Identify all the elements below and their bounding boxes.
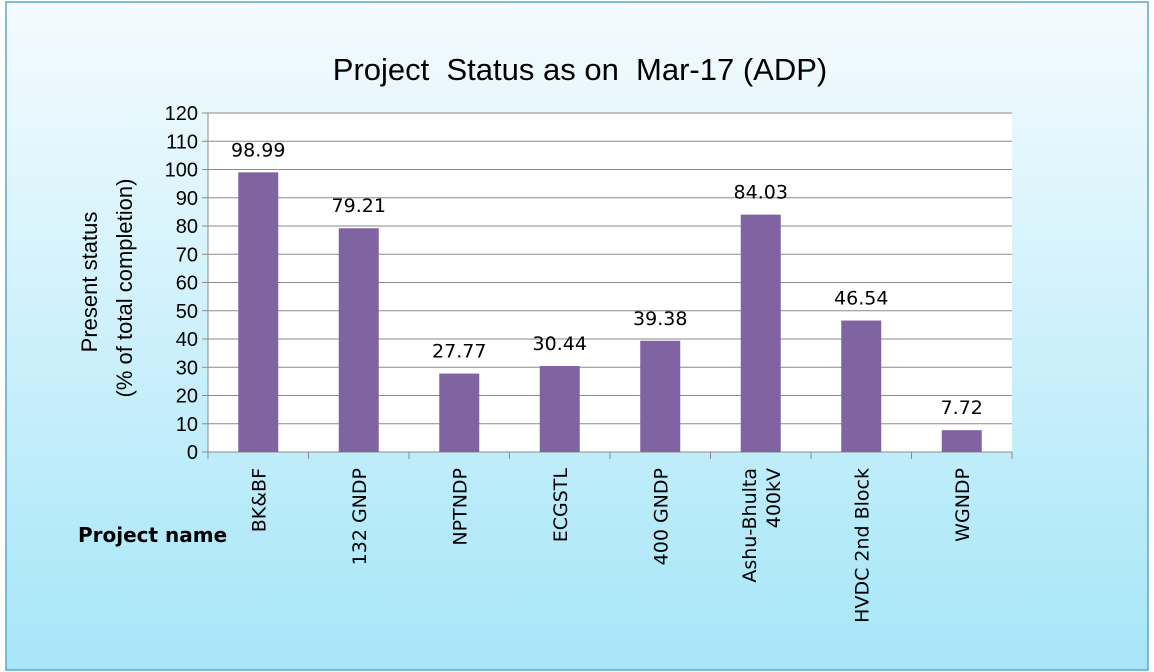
x-tick-label: 132 GNDP xyxy=(349,468,371,565)
bar xyxy=(640,340,681,452)
x-tick-label: BK&BF xyxy=(248,468,270,532)
y-tick-label: 0 xyxy=(187,442,198,464)
data-label: 7.72 xyxy=(941,397,983,419)
x-tick-label: NPTNDP xyxy=(449,468,471,546)
y-tick-label: 110 xyxy=(166,131,198,153)
y-axis-label: (% of total completion) xyxy=(112,179,137,398)
bar xyxy=(841,320,882,452)
y-tick-label: 90 xyxy=(176,188,198,210)
y-tick-label: 50 xyxy=(176,301,198,323)
bar xyxy=(740,214,781,452)
y-tick-label: 80 xyxy=(176,216,198,238)
bar xyxy=(338,228,379,452)
x-tick-label: 400 GNDP xyxy=(650,468,672,565)
y-tick-label: 100 xyxy=(165,160,198,182)
y-tick-label: 60 xyxy=(176,273,198,295)
x-tick-label: Ashu-Bhulta 400kV xyxy=(739,468,785,583)
data-label: 84.03 xyxy=(734,182,788,204)
x-axis-label: Project name xyxy=(78,523,227,547)
y-axis-label: Present status xyxy=(77,212,102,353)
y-tick-label: 70 xyxy=(176,244,198,266)
x-tick-label: ECGSTL xyxy=(550,468,572,543)
data-label: 27.77 xyxy=(432,341,486,363)
bar xyxy=(238,172,279,452)
y-tick-label: 30 xyxy=(176,357,198,379)
y-tick-label: 10 xyxy=(176,414,198,436)
data-label: 79.21 xyxy=(332,195,386,217)
data-label: 39.38 xyxy=(633,308,687,330)
data-label: 46.54 xyxy=(834,288,888,310)
data-label: 98.99 xyxy=(231,139,285,161)
bar xyxy=(439,373,480,452)
bar xyxy=(941,430,982,452)
y-tick-label: 20 xyxy=(176,386,198,408)
y-tick-label: 120 xyxy=(165,103,198,125)
x-tick-label: HVDC 2nd Block xyxy=(851,468,873,623)
data-label: 30.44 xyxy=(533,333,587,355)
bar xyxy=(539,366,580,452)
chart-title: Project Status as on Mar-17 (ADP) xyxy=(333,52,827,87)
x-tick-label: WGNDP xyxy=(952,468,974,542)
y-tick-label: 40 xyxy=(176,329,198,351)
